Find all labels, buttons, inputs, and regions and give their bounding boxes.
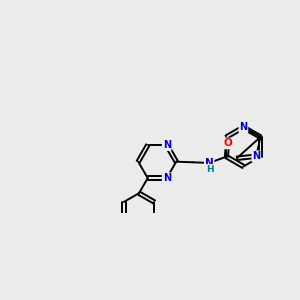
Text: N: N [205,158,214,168]
Text: N: N [163,140,171,150]
Text: N: N [239,122,247,132]
Text: N: N [163,173,171,183]
Text: N: N [252,151,260,161]
Text: O: O [223,138,232,148]
Text: H: H [206,165,214,174]
